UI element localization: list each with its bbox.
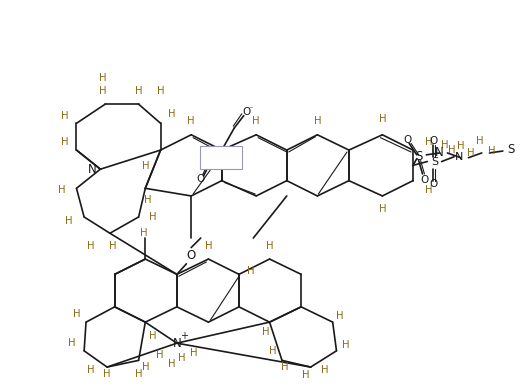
Text: H: H <box>87 365 94 375</box>
Text: H: H <box>262 327 269 337</box>
Text: H: H <box>144 195 152 205</box>
Text: +: + <box>180 330 189 340</box>
Text: H: H <box>157 86 164 96</box>
Text: H: H <box>466 148 474 158</box>
Text: H: H <box>100 86 107 96</box>
Text: N: N <box>172 337 181 350</box>
Text: H: H <box>109 241 116 251</box>
Text: ⁻: ⁻ <box>248 105 252 113</box>
Text: H: H <box>149 212 157 222</box>
Text: H: H <box>526 138 527 148</box>
Text: S: S <box>415 150 422 163</box>
Text: H: H <box>135 369 142 379</box>
Text: O: O <box>197 174 205 184</box>
Text: O: O <box>187 249 196 262</box>
Text: H: H <box>87 241 94 251</box>
FancyBboxPatch shape <box>200 146 242 169</box>
Text: H: H <box>61 137 69 147</box>
Text: H: H <box>448 145 456 155</box>
Text: H: H <box>302 370 310 380</box>
Text: H: H <box>457 141 464 151</box>
Text: H: H <box>156 350 163 360</box>
Text: H: H <box>252 116 260 126</box>
Text: H: H <box>178 353 186 363</box>
Text: H: H <box>378 204 386 215</box>
Text: S: S <box>507 143 514 156</box>
Text: H: H <box>321 365 329 375</box>
Text: N: N <box>455 152 463 162</box>
Text: H: H <box>204 241 212 251</box>
Text: H: H <box>425 185 432 195</box>
Text: H: H <box>441 140 448 150</box>
Text: H: H <box>61 111 69 121</box>
Text: H: H <box>103 369 111 379</box>
Text: H: H <box>68 338 75 348</box>
Text: H: H <box>188 116 195 126</box>
Text: H: H <box>266 241 274 251</box>
Text: H: H <box>100 73 107 83</box>
Text: H: H <box>378 113 386 124</box>
Text: H: H <box>73 310 80 319</box>
Text: H: H <box>476 136 484 147</box>
Text: H: H <box>140 228 147 238</box>
Text: O: O <box>421 175 428 185</box>
Text: O: O <box>429 179 437 190</box>
Text: H: H <box>281 362 289 372</box>
Text: O: O <box>403 135 412 145</box>
Text: S: S <box>432 156 438 167</box>
Text: H: H <box>190 348 198 358</box>
Text: O: O <box>242 107 251 117</box>
Text: H: H <box>142 362 149 372</box>
Text: O: O <box>429 135 437 145</box>
Text: H: H <box>425 137 432 147</box>
Text: H: H <box>65 216 73 226</box>
Text: H: H <box>314 116 321 126</box>
Text: H: H <box>487 146 495 156</box>
Text: N: N <box>435 146 444 160</box>
Text: H: H <box>168 359 176 369</box>
Text: H: H <box>343 340 350 350</box>
Text: H: H <box>269 346 276 356</box>
Text: N: N <box>89 163 97 176</box>
Text: H: H <box>149 330 157 340</box>
Text: H: H <box>58 185 66 195</box>
Text: H: H <box>336 311 343 321</box>
Text: H: H <box>247 266 254 277</box>
Text: Abs: Abs <box>212 155 229 164</box>
Text: H: H <box>135 86 142 96</box>
Text: H: H <box>168 109 176 119</box>
Text: H: H <box>142 161 149 171</box>
